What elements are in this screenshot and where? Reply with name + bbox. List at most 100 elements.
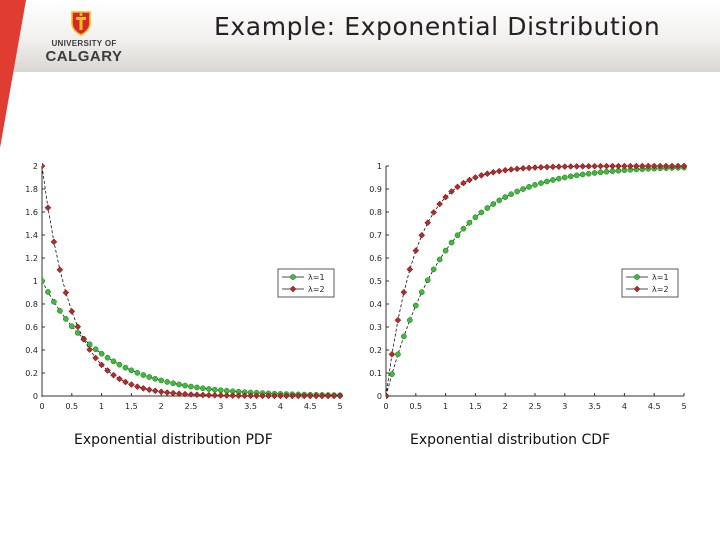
data-point xyxy=(400,288,408,296)
data-point xyxy=(585,170,592,177)
legend-label: λ=2 xyxy=(308,285,325,294)
y-tick-label: 0 xyxy=(33,392,38,401)
y-tick-label: 1.6 xyxy=(25,208,38,217)
data-point xyxy=(235,392,243,400)
data-point xyxy=(531,164,539,171)
data-point xyxy=(122,378,129,386)
plot-area xyxy=(386,162,688,400)
data-point xyxy=(638,162,646,170)
data-point xyxy=(306,392,314,400)
data-point xyxy=(489,168,497,176)
y-tick-label: 0.2 xyxy=(25,369,38,378)
data-point xyxy=(532,182,538,188)
data-point xyxy=(401,333,407,340)
data-point xyxy=(597,169,604,176)
data-point xyxy=(193,391,201,399)
x-tick-label: 4.5 xyxy=(304,402,317,411)
legend-box xyxy=(277,268,335,298)
data-point xyxy=(501,166,509,174)
data-point xyxy=(104,354,111,361)
data-point xyxy=(662,162,670,170)
data-point xyxy=(110,371,117,379)
data-point xyxy=(555,163,563,171)
data-point xyxy=(430,209,438,216)
data-point xyxy=(424,277,431,284)
data-point xyxy=(615,162,622,170)
data-point xyxy=(561,163,569,170)
data-point xyxy=(80,335,88,343)
data-point xyxy=(526,184,532,190)
data-point xyxy=(318,392,326,400)
data-point xyxy=(134,369,141,376)
x-tick-label: 2.5 xyxy=(529,402,542,411)
cdf-chart: 0 0.5 1 1.5 2 2.5 3 3.5 4 4.5 5 0 0.1 0.2 0.3 0.4 0.5 0.6… xyxy=(369,162,688,411)
slide-title: Example: Exponential Distribution xyxy=(214,12,661,41)
red-ribbon xyxy=(0,0,26,148)
data-point xyxy=(146,374,153,380)
data-point xyxy=(104,367,111,374)
legend-label: λ=2 xyxy=(652,285,669,294)
data-point xyxy=(448,188,455,195)
data-point xyxy=(466,219,473,226)
x-tick-label: 0 xyxy=(39,402,44,411)
data-point xyxy=(442,193,449,201)
data-point xyxy=(550,177,556,183)
legend-label: λ=1 xyxy=(308,273,325,282)
data-point xyxy=(74,330,81,336)
x-tick-label: 0.5 xyxy=(65,402,78,411)
data-point xyxy=(42,278,45,284)
y-tick-label: 0.9 xyxy=(369,185,382,194)
data-point xyxy=(283,392,290,400)
y-tick-label: 1.4 xyxy=(25,231,38,240)
data-point xyxy=(406,265,414,273)
data-point xyxy=(519,164,527,172)
data-point xyxy=(51,298,57,305)
data-point xyxy=(406,317,413,324)
data-point xyxy=(62,289,70,297)
data-point xyxy=(386,392,390,400)
data-point xyxy=(460,179,467,187)
data-point xyxy=(128,381,135,388)
data-point xyxy=(388,350,396,358)
data-point xyxy=(430,266,437,273)
data-point xyxy=(164,379,171,385)
x-tick-label: 1.5 xyxy=(125,402,138,411)
series-2 xyxy=(386,162,688,400)
y-tick-label: 1 xyxy=(377,162,382,171)
y-tick-label: 2 xyxy=(33,162,38,171)
data-point xyxy=(454,232,461,239)
legend: λ=1λ=2 xyxy=(277,268,335,298)
data-point xyxy=(217,392,225,399)
data-point xyxy=(573,163,581,170)
data-point xyxy=(294,392,302,400)
data-point xyxy=(627,162,634,170)
data-point xyxy=(508,191,515,198)
data-point xyxy=(152,375,159,382)
data-point xyxy=(211,391,219,399)
data-point xyxy=(418,289,425,296)
data-point xyxy=(42,162,46,170)
data-point xyxy=(436,200,443,208)
legend-box xyxy=(621,268,679,298)
data-point xyxy=(555,175,562,182)
pdf-chart: 0 0.5 1 1.5 2 2.5 3 3.5 4 4.5 5 0 0.2 0.4 0.6 0.8 1 1.2 1.… xyxy=(25,162,344,411)
y-tick-label: 1.2 xyxy=(25,254,38,263)
data-point xyxy=(259,392,266,400)
data-point xyxy=(116,375,123,383)
legend-marker xyxy=(633,285,641,293)
data-point xyxy=(549,163,557,171)
logo-line1: UNIVERSITY OF xyxy=(51,39,117,48)
header-band xyxy=(0,0,720,72)
x-tick-label: 2 xyxy=(159,402,164,411)
data-point xyxy=(650,162,658,170)
data-point xyxy=(478,209,485,216)
data-point xyxy=(44,204,52,212)
data-point xyxy=(194,384,200,391)
data-point xyxy=(472,214,479,221)
data-point xyxy=(448,239,455,246)
data-point xyxy=(205,391,213,399)
legend-marker xyxy=(634,274,640,280)
y-tick-label: 0.1 xyxy=(369,369,382,378)
y-tick-label: 0 xyxy=(377,392,382,401)
data-point xyxy=(537,163,545,171)
